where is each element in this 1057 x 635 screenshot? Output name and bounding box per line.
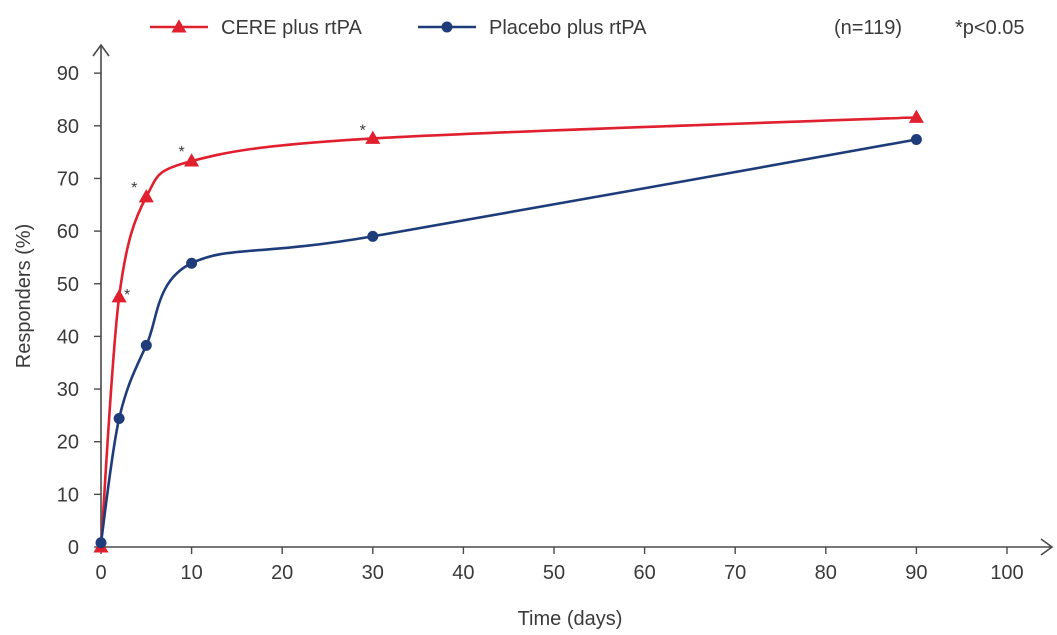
series-layer: * * * * xyxy=(93,109,924,553)
legend-cere-marker xyxy=(171,19,187,33)
placebo-data-point xyxy=(910,133,922,145)
x-tick-label: 100 xyxy=(990,562,1023,584)
cere-data-point xyxy=(184,153,200,167)
legend-cere-label: CERE plus rtPA xyxy=(221,17,362,39)
cere-data-point xyxy=(908,109,924,123)
placebo-data-point xyxy=(113,413,125,425)
y-tick-label: 50 xyxy=(57,274,79,296)
y-tick-label: 20 xyxy=(57,432,79,454)
x-tick-label: 20 xyxy=(271,562,293,584)
placebo-series-line xyxy=(99,138,917,543)
x-axis-arrow xyxy=(1040,538,1054,556)
significance-star: * xyxy=(131,180,137,197)
x-tick-label: 80 xyxy=(815,562,837,584)
significance-star: * xyxy=(360,122,366,139)
y-tick-label: 0 xyxy=(68,537,79,559)
legend-placebo-label: Placebo plus rtPA xyxy=(489,17,647,39)
y-tick-label: 40 xyxy=(57,326,79,348)
x-tick-label: 10 xyxy=(180,562,202,584)
cere-series-line xyxy=(99,116,917,548)
y-tick-label: 80 xyxy=(57,116,79,138)
x-tick-label: 0 xyxy=(95,562,106,584)
y-tick-label: 70 xyxy=(57,168,79,190)
x-tick-label: 50 xyxy=(543,562,565,584)
x-tick-label: 90 xyxy=(905,562,927,584)
y-tick-label: 90 xyxy=(57,63,79,85)
placebo-data-point xyxy=(140,339,152,351)
placebo-data-point xyxy=(186,257,198,269)
y-tick-label: 60 xyxy=(57,221,79,243)
x-tick-label: 40 xyxy=(452,562,474,584)
y-tick-label: 30 xyxy=(57,379,79,401)
placebo-data-point xyxy=(95,537,107,549)
cere-data-point xyxy=(365,130,381,144)
placebo-data-point xyxy=(367,230,379,242)
x-tick-label: 30 xyxy=(362,562,384,584)
significance-star: * xyxy=(178,144,184,161)
y-axis-title: Responders (%) xyxy=(13,224,35,369)
axes: 0 10 20 30 40 50 60 70 80 90 100 0 10 20 30 40 50 60 70 80 9… xyxy=(13,43,1054,630)
cere-data-point xyxy=(111,289,127,303)
legend-placebo-marker xyxy=(441,21,453,33)
sample-size-note: (n=119) xyxy=(834,17,902,39)
y-axis-arrow xyxy=(92,43,110,57)
x-axis-title: Time (days) xyxy=(518,608,623,630)
significance-star: * xyxy=(124,287,130,304)
legend: CERE plus rtPA Placebo plus rtPA (n=119) *p… xyxy=(150,17,1025,39)
x-tick-label: 60 xyxy=(633,562,655,584)
cere-data-point xyxy=(138,189,154,203)
x-tick-label: 70 xyxy=(724,562,746,584)
y-tick-label: 10 xyxy=(57,484,79,506)
significance-note: *p<0.05 xyxy=(955,17,1025,39)
